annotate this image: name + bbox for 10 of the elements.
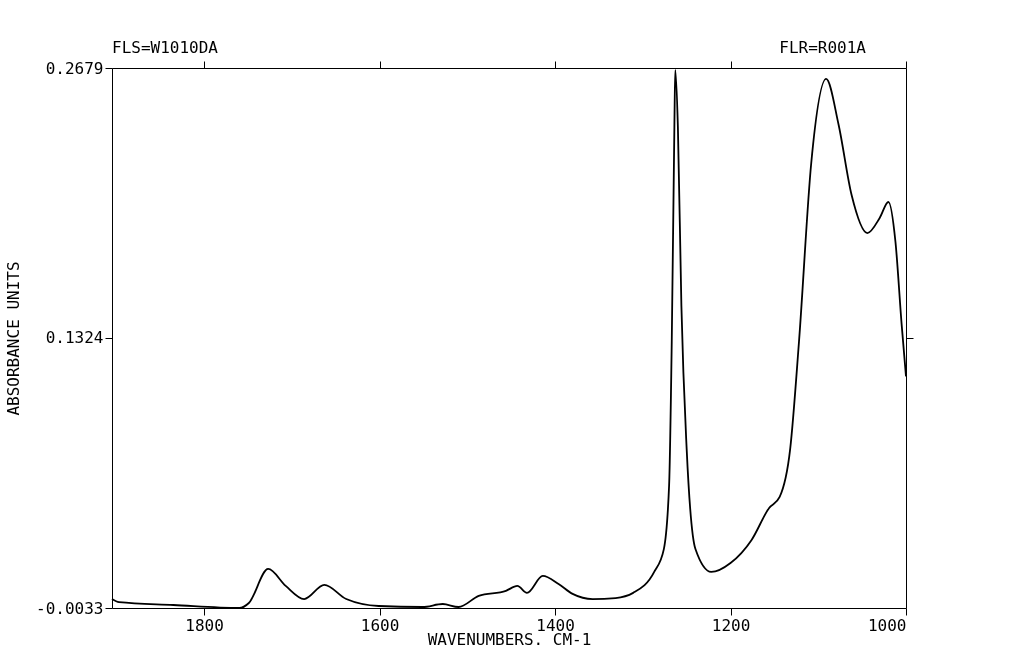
y-axis-title: ABSORBANCE UNITS xyxy=(4,261,24,416)
y-tick-label: 0.1324 xyxy=(45,328,104,348)
x-tick-label: 1800 xyxy=(185,615,224,635)
x-tick-label: 1200 xyxy=(711,615,751,635)
text: FLR=R001A xyxy=(779,38,867,57)
y-tick-label: -0.0033 xyxy=(36,598,104,618)
x-tick-label: 1600 xyxy=(360,615,400,635)
y-tick-label: 0.2679 xyxy=(45,58,104,78)
x-tick-label: 1000 xyxy=(867,615,907,635)
text: FLS=W1010DA xyxy=(112,38,219,57)
